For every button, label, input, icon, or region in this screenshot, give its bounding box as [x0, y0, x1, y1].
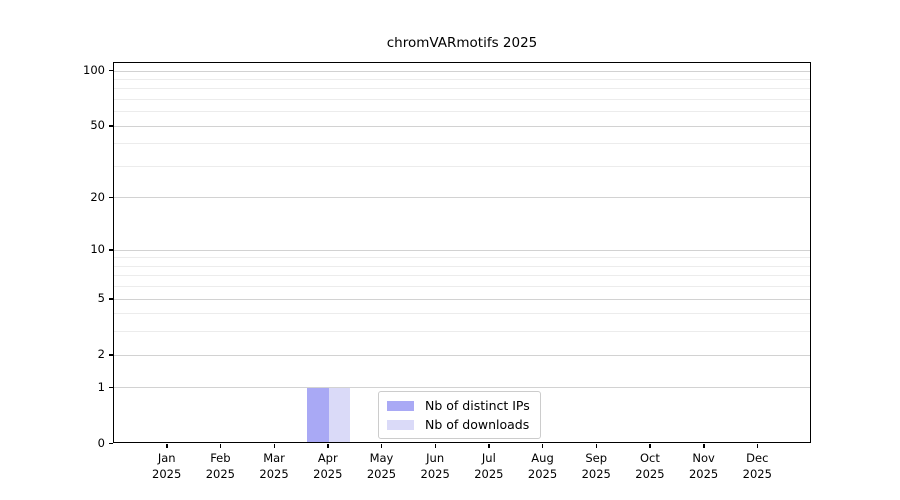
- x-axis-tick: [327, 444, 329, 448]
- y-gridline-minor: [114, 88, 810, 90]
- x-tick-label: Nov 2025: [688, 451, 719, 481]
- x-axis-tick: [542, 444, 544, 448]
- y-gridline-major: [114, 298, 810, 300]
- y-gridline-minor: [114, 313, 810, 315]
- y-axis-tick: [109, 443, 113, 445]
- y-tick-label: 50: [90, 118, 105, 133]
- y-tick-label: 2: [97, 347, 105, 362]
- legend-swatch-distinct-ips: [387, 400, 414, 411]
- y-gridline-minor: [114, 265, 810, 267]
- y-axis-tick: [109, 298, 113, 300]
- x-axis-tick: [703, 444, 705, 448]
- y-gridline-minor: [114, 78, 810, 80]
- y-gridline-minor: [114, 275, 810, 277]
- x-tick-label: Jan 2025: [152, 451, 182, 481]
- plot-area: [113, 62, 811, 443]
- x-tick-label: Dec 2025: [742, 451, 772, 481]
- bar-nb-of-distinct-ips: [307, 387, 329, 442]
- x-axis-tick: [756, 444, 759, 448]
- y-gridline-minor: [114, 165, 810, 167]
- y-gridline-minor: [114, 257, 810, 259]
- y-axis-tick: [109, 196, 113, 199]
- x-axis-tick: [488, 444, 490, 448]
- y-axis-tick: [109, 354, 113, 356]
- y-axis-tick: [109, 386, 113, 389]
- y-gridline-major: [114, 125, 810, 127]
- x-tick-label: Jul 2025: [474, 451, 504, 481]
- y-axis-tick: [109, 249, 113, 251]
- y-gridline-major: [114, 249, 810, 251]
- x-tick-label: Feb 2025: [205, 451, 236, 481]
- y-gridline-minor: [114, 98, 810, 100]
- legend-label-distinct-ips: Nb of distinct IPs: [425, 398, 530, 413]
- y-gridline-major: [114, 387, 810, 389]
- legend-row-downloads: Nb of downloads: [387, 417, 530, 432]
- legend-row-distinct-ips: Nb of distinct IPs: [387, 398, 530, 413]
- x-axis-tick: [219, 444, 222, 448]
- x-axis-tick: [434, 444, 437, 448]
- y-gridline-major: [114, 197, 810, 199]
- y-tick-label: 1: [97, 379, 105, 394]
- x-axis-tick: [166, 444, 168, 448]
- x-tick-label: Apr 2025: [313, 451, 343, 481]
- y-gridline-major: [114, 354, 810, 356]
- y-gridline-major: [114, 70, 810, 72]
- x-tick-label: Mar 2025: [259, 451, 289, 481]
- x-axis-tick: [380, 444, 383, 448]
- y-tick-label: 10: [90, 242, 105, 257]
- y-gridline-minor: [114, 143, 810, 145]
- legend: Nb of distinct IPs Nb of downloads: [378, 391, 541, 439]
- y-tick-label: 0: [97, 436, 105, 450]
- y-gridline-minor: [114, 111, 810, 113]
- y-axis-tick: [109, 125, 113, 127]
- y-tick-label: 20: [90, 189, 105, 204]
- y-tick-label: 5: [97, 291, 105, 306]
- y-tick-label: 100: [83, 63, 105, 77]
- x-tick-label: Sep 2025: [581, 451, 611, 481]
- bar-nb-of-downloads: [328, 387, 351, 442]
- chart-title: chromVARmotifs 2025: [386, 35, 538, 51]
- x-tick-label: Aug 2025: [527, 451, 558, 481]
- x-tick-label: Oct 2025: [635, 451, 665, 481]
- legend-label-downloads: Nb of downloads: [425, 417, 530, 432]
- y-gridline-minor: [114, 286, 810, 288]
- y-axis-tick: [109, 70, 113, 72]
- x-axis-tick: [273, 444, 275, 448]
- x-tick-label: May 2025: [366, 451, 397, 481]
- legend-swatch-downloads: [387, 419, 414, 430]
- x-axis-tick: [595, 444, 598, 448]
- y-gridline-minor: [114, 331, 810, 333]
- x-tick-label: Jun 2025: [420, 451, 450, 481]
- x-axis-tick: [649, 444, 651, 448]
